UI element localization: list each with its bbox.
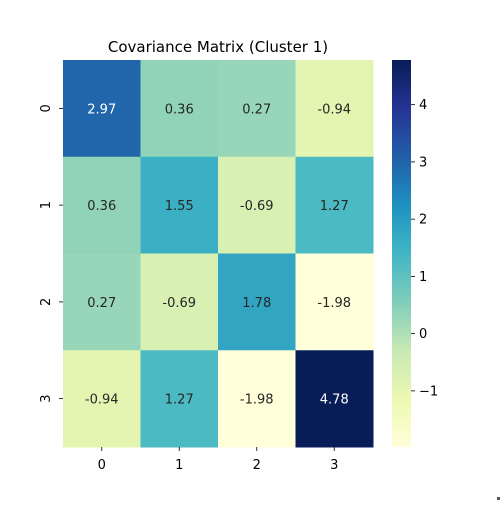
y-tick-label-3: 3	[39, 394, 54, 402]
colorbar-tick-label-4: 3	[419, 155, 427, 170]
colorbar-tick-label-5: 4	[419, 98, 427, 113]
heatmap-cell-2-1	[140, 253, 219, 351]
cell-value-label-3-0: -0.94	[85, 393, 119, 408]
colorbar-tick-label-0: −1	[419, 384, 438, 399]
cell-value-label-3-1: 1.27	[165, 393, 194, 408]
heatmap-cell-1-1	[140, 156, 219, 254]
y-tick-label-2: 2	[39, 298, 54, 306]
cell-value-label-2-3: -1.98	[317, 296, 351, 311]
cell-value-label-1-0: 0.36	[87, 199, 116, 214]
heatmap-cell-3-3	[295, 350, 374, 448]
x-tick-label-2: 2	[253, 458, 261, 473]
cell-value-label-3-3: 4.78	[320, 393, 349, 408]
cell-value-label-2-0: 0.27	[87, 296, 116, 311]
cell-value-label-2-2: 1.78	[242, 296, 271, 311]
x-tick-label-3: 3	[330, 458, 338, 473]
colorbar-tick-label-1: 0	[419, 327, 427, 342]
cell-value-label-0-2: 0.27	[242, 102, 271, 117]
colorbar: −1 0 1 2 3 4	[392, 60, 438, 447]
cell-value-label-1-3: 1.27	[320, 199, 349, 214]
heatmap-cells	[63, 60, 374, 448]
x-tick-label-0: 0	[98, 458, 106, 473]
y-tick-label-1: 1	[39, 201, 54, 209]
y-tick-label-0: 0	[39, 104, 54, 112]
x-tick-label-1: 1	[175, 458, 183, 473]
heatmap-cell-3-2	[218, 350, 296, 448]
cell-value-label-0-0: 2.97	[87, 102, 116, 117]
colorbar-tick-label-2: 1	[419, 270, 427, 285]
chart-title: Covariance Matrix (Cluster 1)	[108, 38, 328, 56]
cell-value-label-3-2: -1.98	[240, 393, 274, 408]
heatmap-cell-1-3	[295, 156, 374, 254]
heatmap-cell-1-0	[63, 156, 141, 254]
y-axis: 0 1 2 3	[39, 104, 63, 403]
cell-value-label-1-2: -0.69	[240, 199, 274, 214]
cell-value-label-0-1: 0.36	[165, 102, 194, 117]
heatmap-cell-0-2	[218, 60, 296, 158]
heatmap-cell-0-3	[295, 60, 374, 158]
x-axis: 0 1 2 3	[98, 447, 338, 473]
heatmap-cell-2-2	[218, 253, 296, 351]
heatmap-cell-3-1	[140, 350, 219, 448]
heatmap-cell-1-2	[218, 156, 296, 254]
heatmap-cell-0-0	[63, 60, 141, 158]
cell-value-label-1-1: 1.55	[165, 199, 194, 214]
heatmap-cell-0-1	[140, 60, 219, 158]
cell-value-label-2-1: -0.69	[162, 296, 196, 311]
heatmap-cell-3-0	[63, 350, 141, 448]
corner-marker	[497, 497, 500, 500]
heatmap-cell-2-3	[295, 253, 374, 351]
colorbar-gradient	[392, 60, 411, 447]
heatmap-cell-2-0	[63, 253, 141, 351]
heatmap-cell-labels: 2.97 0.36 0.27 -0.94 0.36 1.55 -0.69 1.27 0.27 -0…	[85, 102, 351, 407]
colorbar-tick-label-3: 2	[419, 213, 427, 228]
cell-value-label-0-3: -0.94	[317, 102, 351, 117]
